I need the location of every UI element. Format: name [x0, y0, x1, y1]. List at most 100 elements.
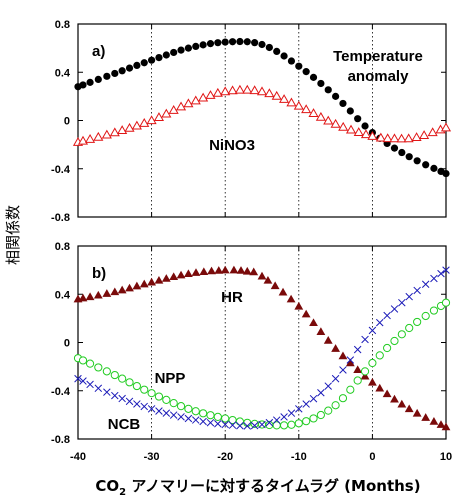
data-point: [192, 416, 200, 424]
data-point: [324, 86, 332, 94]
data-point: [360, 371, 370, 380]
y-tick-label: -0.8: [51, 212, 70, 224]
data-point: [413, 286, 421, 295]
data-point: [295, 62, 303, 70]
data-point: [109, 127, 120, 137]
data-point: [214, 266, 224, 274]
data-point: [206, 40, 215, 48]
data-point: [125, 64, 134, 72]
data-point: [79, 377, 87, 385]
panel-a: 0.8 0.4 0 -0.4 -0.8 a) Temperature anomaly NiNO3: [51, 19, 452, 224]
data-point: [436, 420, 446, 428]
data-point: [206, 411, 215, 420]
data-point: [140, 59, 148, 67]
data-point: [353, 376, 362, 385]
data-point: [442, 169, 450, 178]
x-tick-label: -10: [291, 451, 307, 463]
data-point: [117, 125, 128, 135]
data-point: [405, 153, 413, 161]
data-point: [154, 392, 164, 401]
annotation-nino3: NiNO3: [209, 137, 255, 154]
data-point: [78, 293, 88, 302]
data-point: [148, 56, 156, 64]
data-point: [294, 301, 304, 310]
data-point: [228, 38, 237, 46]
data-point: [249, 267, 259, 276]
data-point: [184, 414, 193, 423]
data-point: [206, 418, 215, 427]
data-point: [221, 38, 229, 46]
data-point: [243, 38, 251, 46]
data-point: [191, 407, 200, 416]
y-tick-label: 0: [64, 116, 70, 128]
data-point: [162, 409, 171, 417]
data-point: [177, 46, 185, 54]
data-point: [430, 274, 438, 283]
data-point: [429, 417, 439, 425]
series-NCB: [74, 266, 450, 430]
data-point: [390, 305, 399, 313]
series-NPP: [73, 298, 451, 430]
data-point: [383, 311, 391, 320]
y-tick-label: 0.4: [55, 67, 71, 79]
data-point: [155, 407, 163, 415]
data-point: [280, 413, 288, 421]
data-point: [227, 85, 238, 95]
data-point: [102, 289, 112, 297]
data-point: [234, 84, 245, 94]
data-point: [176, 402, 186, 411]
data-point: [74, 374, 82, 383]
data-point: [309, 414, 318, 423]
data-point: [110, 370, 119, 380]
data-point: [229, 265, 239, 274]
data-point: [258, 40, 266, 49]
data-point: [398, 298, 406, 307]
data-point: [154, 275, 164, 284]
y-tick-label: 0.8: [55, 241, 70, 253]
x-axis-title-subscript: 2: [119, 487, 126, 498]
data-point: [155, 54, 163, 62]
data-point: [124, 122, 135, 132]
data-point: [162, 395, 171, 404]
data-point: [375, 351, 384, 360]
series-nino3: [72, 84, 452, 146]
data-point: [169, 411, 178, 419]
data-point: [440, 122, 452, 132]
data-point: [110, 287, 120, 296]
y-axis-title: 相関係数: [4, 205, 22, 265]
data-point: [177, 413, 185, 421]
data-point: [221, 414, 230, 423]
x-tick-label: 10: [440, 451, 452, 463]
data-point: [147, 277, 156, 286]
data-point: [330, 118, 341, 128]
series-temperature: [74, 37, 450, 178]
data-point: [280, 52, 288, 60]
data-point: [331, 401, 340, 410]
data-point: [132, 281, 142, 290]
data-point: [301, 309, 311, 318]
data-point: [346, 385, 355, 394]
data-point: [207, 266, 216, 275]
data-point: [118, 374, 127, 383]
x-tick-label: -20: [217, 451, 233, 463]
x-tick-label: -30: [144, 451, 160, 463]
data-point: [286, 97, 297, 107]
data-point: [412, 408, 422, 417]
data-point: [85, 292, 95, 301]
data-point: [251, 39, 259, 47]
data-point: [272, 416, 281, 424]
data-point: [139, 279, 149, 288]
data-point: [346, 107, 354, 115]
data-point: [93, 290, 103, 299]
data-point: [287, 420, 296, 429]
data-point: [295, 405, 303, 413]
data-point: [403, 133, 414, 143]
data-point: [279, 421, 289, 430]
data-point: [360, 367, 370, 376]
data-point: [360, 129, 372, 139]
data-point: [236, 266, 246, 274]
data-point: [301, 104, 312, 114]
data-point: [419, 130, 430, 139]
y-tick-label: 0: [64, 338, 70, 350]
